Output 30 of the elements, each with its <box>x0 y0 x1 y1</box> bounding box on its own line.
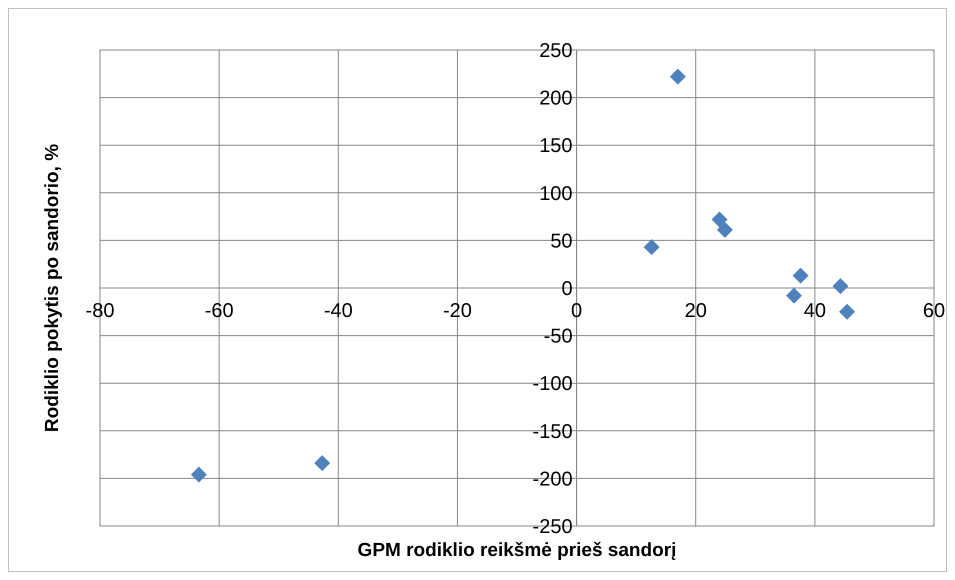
point <box>712 211 728 228</box>
x-tick-label: -80 <box>86 300 114 322</box>
y-tick-label: 150 <box>539 135 573 158</box>
y-tick-label: 0 <box>561 278 573 300</box>
x-tick-label: 20 <box>684 300 707 322</box>
x-tick-label: 60 <box>922 300 946 322</box>
x-tick-label: -20 <box>442 300 472 322</box>
y-tick-label: 200 <box>539 88 573 110</box>
point <box>716 222 733 238</box>
point <box>314 455 330 472</box>
point <box>644 239 660 256</box>
y-tick-label: 250 <box>539 40 573 62</box>
point <box>839 304 856 320</box>
y-tick-label: -200 <box>532 468 573 490</box>
y-tick-label: -50 <box>544 326 573 348</box>
y-tick-label: -250 <box>532 516 573 538</box>
y-tick-label: 100 <box>539 182 573 205</box>
y-tick-label: -150 <box>532 420 573 443</box>
y-axis-title: Rodiklio pokytis po sandorio, % <box>42 144 63 432</box>
x-tick-label: -40 <box>324 300 353 322</box>
x-tick-label: 40 <box>804 300 826 322</box>
y-tick-label: -100 <box>532 373 573 396</box>
point <box>832 278 848 294</box>
y-tick-label: 50 <box>550 230 573 252</box>
point <box>786 288 802 304</box>
x-axis-title: GPM rodiklio reikšmė prieš sandorį <box>358 540 676 561</box>
point <box>670 68 686 85</box>
x-tick-label: -60 <box>204 300 234 322</box>
point <box>190 466 207 483</box>
point <box>792 268 809 284</box>
